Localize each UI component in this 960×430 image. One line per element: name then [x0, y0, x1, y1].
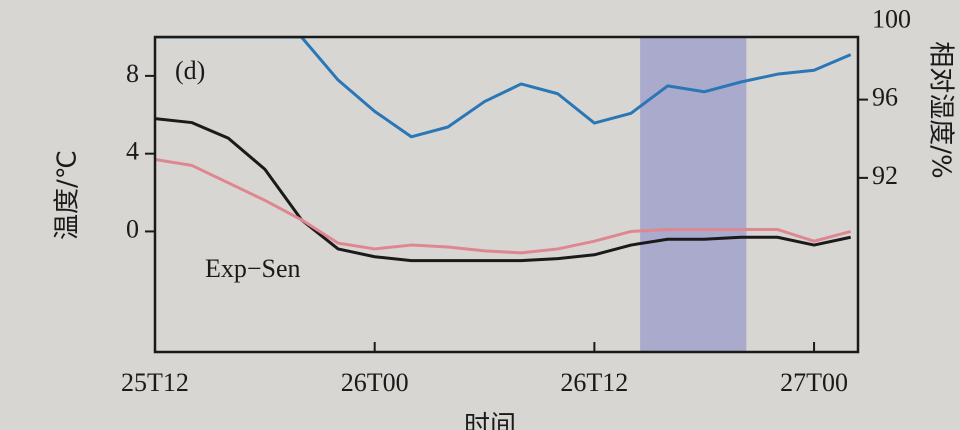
x-tick-label: 26T12	[560, 368, 628, 397]
y-tick-label: 4	[126, 137, 139, 166]
plot-frame	[153, 35, 860, 354]
data-line	[155, 158, 852, 255]
y-tick-label: 8	[126, 59, 139, 88]
data-line	[155, 117, 851, 263]
y-tick-label: 0	[126, 214, 139, 243]
y2-tick-label: 100	[872, 4, 911, 33]
y2-tick-label: 92	[872, 161, 898, 190]
annotation: Exp−Sen	[205, 254, 301, 283]
panel-label: (d)	[175, 56, 205, 85]
y2-tick-label: 96	[872, 83, 898, 112]
y-axis-title: 温度/℃	[53, 150, 83, 240]
x-axis-title: 时间	[464, 411, 516, 430]
x-tick-label: 25T12	[121, 368, 189, 397]
y2-axis-title: 相对湿度/%	[926, 41, 956, 178]
x-tick-label: 27T00	[780, 368, 848, 397]
data-line	[155, 37, 852, 139]
x-tick-label: 26T00	[341, 368, 409, 397]
